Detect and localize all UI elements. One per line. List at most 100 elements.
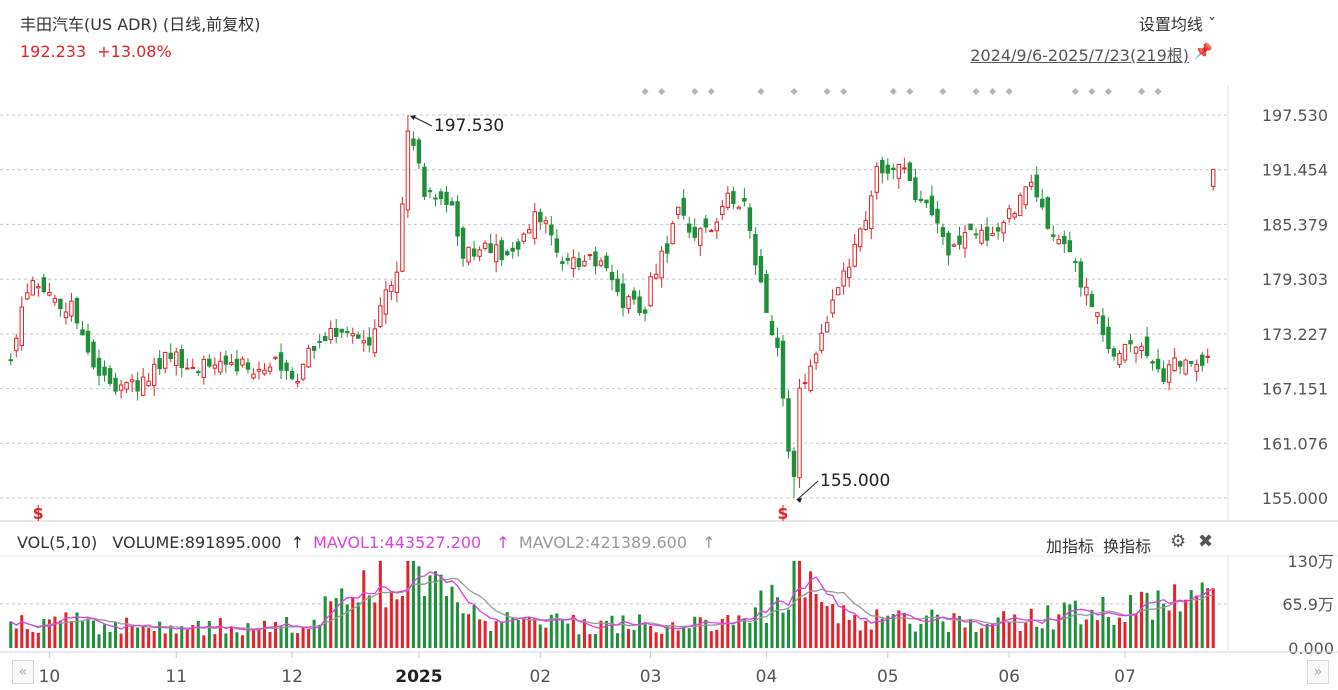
candle-body — [703, 218, 708, 228]
volume-bar — [69, 621, 73, 648]
volume-bar — [1151, 619, 1155, 648]
candle-body — [449, 201, 455, 206]
candle-body — [615, 278, 620, 293]
volume-bar — [108, 631, 112, 648]
event-icon — [658, 87, 666, 96]
candle-body — [477, 249, 482, 257]
volume-bar — [125, 617, 129, 648]
candle-body — [1095, 312, 1100, 317]
candle-body — [58, 298, 63, 310]
candle-body — [174, 351, 179, 366]
date-range-link[interactable]: 2024/9/6-2025/7/23(219根) — [970, 46, 1189, 65]
chart-title: 丰田汽车(US ADR) (日线,前复权) — [20, 15, 261, 34]
volume-bar — [682, 626, 686, 648]
x-tick-label: 04 — [756, 667, 778, 687]
volume-bar — [781, 612, 785, 648]
volume-bar — [627, 628, 631, 648]
swap-indicator-button[interactable]: 换指标 — [1103, 537, 1152, 556]
candle-body — [151, 363, 157, 387]
event-icon — [641, 87, 649, 96]
candle-body — [659, 250, 664, 279]
candle-body — [935, 208, 940, 224]
volume-bar — [20, 615, 24, 648]
candle-body — [565, 257, 571, 261]
volume-bar — [389, 591, 393, 648]
candle-body — [63, 311, 69, 319]
candle-body — [1045, 197, 1050, 229]
volume-bar — [296, 633, 300, 648]
candle-body — [107, 368, 113, 384]
scroll-left-button[interactable]: « — [12, 660, 34, 684]
volume-bar — [53, 616, 57, 648]
volume-bar — [1002, 611, 1006, 648]
volume-bar — [103, 624, 107, 648]
volume-bar — [406, 561, 410, 648]
volume-bar — [588, 634, 592, 648]
volume-bar — [136, 627, 140, 648]
candle-body — [626, 296, 631, 310]
candle-body — [47, 292, 52, 296]
event-icon — [1137, 87, 1146, 96]
volume-bar — [786, 609, 791, 648]
candle-body — [962, 232, 968, 249]
volume-bar — [593, 634, 597, 648]
gear-icon[interactable]: ⚙ — [1170, 531, 1187, 552]
candle-body — [753, 234, 758, 266]
volume-bar — [1162, 603, 1166, 648]
pin-icon[interactable]: 📌 — [1194, 42, 1213, 60]
candle-body — [692, 226, 697, 239]
candle-body — [372, 328, 378, 354]
scroll-right-button[interactable]: » — [1307, 660, 1329, 684]
mavol2-arrow-icon: ↑ — [702, 533, 716, 552]
candle-body — [797, 387, 802, 479]
candle-body — [1194, 363, 1199, 372]
volume-bar — [935, 614, 939, 648]
candle-body — [162, 351, 168, 369]
volume-bar — [202, 635, 206, 648]
candle-body — [96, 357, 102, 376]
volume-bar — [456, 602, 460, 648]
candle-body — [896, 163, 902, 179]
volume-bar — [351, 596, 355, 648]
volume-bar — [599, 620, 603, 648]
candle-body — [416, 139, 422, 164]
candle-body — [863, 220, 868, 230]
split-marker: S — [33, 505, 44, 523]
event-icon — [1104, 87, 1112, 96]
ma-setting-button[interactable]: 设置均线 ˇ — [1138, 15, 1216, 34]
volume-bar — [483, 620, 487, 648]
volume-bar — [764, 622, 768, 648]
candle-body — [521, 233, 526, 242]
volume-bar — [632, 629, 636, 648]
candle-body — [593, 251, 598, 267]
candle-body — [433, 197, 438, 200]
volume-arrow-icon: ↑ — [290, 533, 304, 552]
volume-bar — [31, 631, 35, 648]
volume-bar — [301, 627, 305, 648]
candle-body — [1089, 293, 1095, 308]
price-tick-label: 167.151 — [1262, 380, 1328, 399]
volume-bar — [285, 616, 289, 648]
volume-bar — [411, 561, 415, 648]
volume-bar — [505, 612, 509, 648]
volume-bar — [869, 629, 873, 648]
candle-body — [85, 330, 91, 353]
volume-bar — [279, 626, 283, 648]
candle-body — [957, 235, 962, 245]
add-indicator-button[interactable]: 加指标 — [1046, 537, 1095, 556]
volume-bar — [196, 620, 200, 648]
volume-bar — [1040, 628, 1044, 648]
volume-bar — [323, 596, 327, 648]
volume-bar — [130, 626, 134, 648]
volume-bar — [224, 633, 228, 648]
volume-bar — [560, 620, 564, 648]
candle-body — [471, 248, 477, 257]
candle-body — [1166, 364, 1172, 383]
volume-bar — [9, 621, 13, 648]
candle-body — [36, 285, 41, 289]
volume-bar — [643, 623, 647, 648]
volume-bar — [566, 623, 570, 648]
volume-bar — [262, 620, 267, 648]
close-icon[interactable]: ✖ — [1198, 531, 1214, 552]
price-tick-label: 179.303 — [1262, 270, 1328, 289]
